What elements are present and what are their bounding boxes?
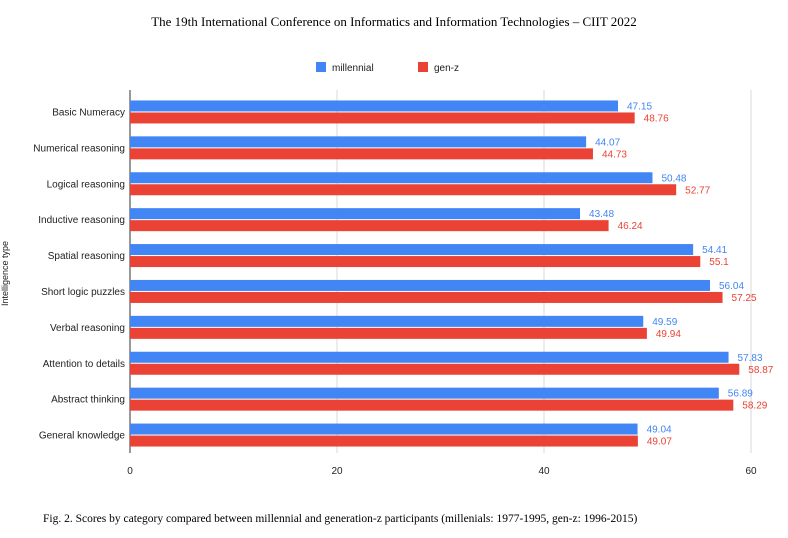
bar-gen-z bbox=[130, 148, 593, 160]
legend-label-gen-z: gen-z bbox=[434, 63, 459, 74]
category-label: Abstract thinking bbox=[51, 395, 125, 406]
data-label-gen-z: 57.25 bbox=[732, 293, 757, 304]
data-label-millennial: 56.89 bbox=[728, 389, 753, 400]
category-label: Short logic puzzles bbox=[41, 287, 125, 298]
figure-caption: Fig. 2. Scores by category compared betw… bbox=[43, 513, 638, 525]
legend-swatch-gen-z bbox=[418, 62, 428, 72]
category-label: Numerical reasoning bbox=[33, 143, 125, 154]
bar-gen-z bbox=[130, 291, 723, 303]
data-label-gen-z: 52.77 bbox=[685, 185, 710, 196]
data-label-gen-z: 49.94 bbox=[656, 329, 681, 340]
category-label: Logical reasoning bbox=[47, 179, 125, 190]
data-label-millennial: 57.83 bbox=[738, 353, 763, 364]
bar-gen-z bbox=[130, 327, 647, 339]
legend-label-millennial: millennial bbox=[332, 63, 374, 74]
bar-millennial bbox=[130, 279, 711, 291]
category-label: Verbal reasoning bbox=[50, 323, 125, 334]
bar-millennial bbox=[130, 387, 719, 399]
bar-millennial bbox=[130, 423, 638, 435]
category-label: Inductive reasoning bbox=[38, 215, 125, 226]
conference-header: The 19th International Conference on Inf… bbox=[151, 14, 637, 29]
data-label-gen-z: 58.29 bbox=[742, 401, 767, 412]
bar-gen-z bbox=[130, 363, 740, 375]
data-label-gen-z: 48.76 bbox=[644, 113, 669, 124]
bar-millennial bbox=[130, 351, 729, 363]
data-label-millennial: 47.15 bbox=[627, 101, 652, 112]
data-label-millennial: 43.48 bbox=[589, 209, 614, 220]
bar-gen-z bbox=[130, 256, 701, 268]
bar-gen-z bbox=[130, 220, 609, 232]
data-label-millennial: 50.48 bbox=[661, 173, 686, 184]
x-axis-ticks: 0 20 40 60 bbox=[127, 466, 757, 477]
bar-gen-z bbox=[130, 184, 677, 196]
data-label-millennial: 56.04 bbox=[719, 281, 744, 292]
bar-gen-z bbox=[130, 435, 638, 447]
x-tick-label: 60 bbox=[745, 466, 757, 477]
bar-millennial bbox=[130, 244, 694, 256]
data-label-gen-z: 55.1 bbox=[709, 257, 729, 268]
data-label-gen-z: 44.73 bbox=[602, 149, 627, 160]
legend-swatch-millennial bbox=[316, 62, 326, 72]
bar-millennial bbox=[130, 208, 581, 220]
data-label-millennial: 54.41 bbox=[702, 245, 727, 256]
bar-millennial bbox=[130, 136, 587, 148]
bar-millennial bbox=[130, 100, 619, 112]
x-tick-label: 40 bbox=[538, 466, 550, 477]
x-tick-label: 0 bbox=[127, 466, 133, 477]
bar-millennial bbox=[130, 315, 644, 327]
data-label-gen-z: 49.07 bbox=[647, 437, 672, 448]
category-label: Attention to details bbox=[43, 359, 125, 370]
category-label: Basic Numeracy bbox=[52, 107, 125, 118]
category-label: General knowledge bbox=[39, 431, 126, 442]
data-label-gen-z: 58.87 bbox=[748, 365, 773, 376]
category-labels: Basic Numeracy Numerical reasoning Logical… bbox=[33, 107, 125, 441]
category-label: Spatial reasoning bbox=[48, 251, 125, 262]
data-label-millennial: 49.04 bbox=[647, 425, 672, 436]
y-axis-title: Intelligence type bbox=[0, 241, 10, 306]
x-tick-label: 20 bbox=[331, 466, 343, 477]
data-label-millennial: 49.59 bbox=[652, 317, 677, 328]
bar-gen-z bbox=[130, 399, 734, 411]
data-label-gen-z: 46.24 bbox=[618, 221, 643, 232]
legend: millennial gen-z bbox=[316, 62, 459, 74]
bar-gen-z bbox=[130, 112, 635, 124]
bar-millennial bbox=[130, 172, 653, 184]
data-label-millennial: 44.07 bbox=[595, 137, 620, 148]
